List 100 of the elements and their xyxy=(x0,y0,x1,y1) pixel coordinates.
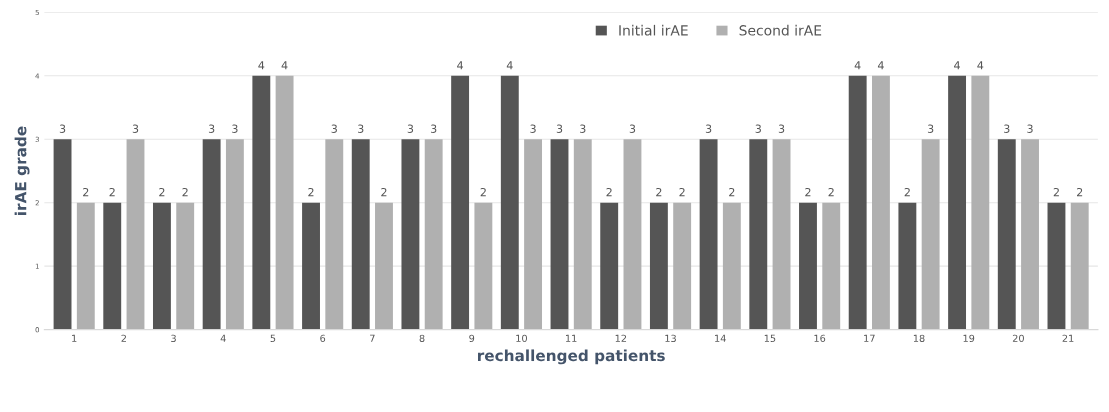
data-label: 3 xyxy=(927,124,934,133)
data-label: 2 xyxy=(656,187,662,197)
bar xyxy=(799,202,817,330)
data-label: 3 xyxy=(530,124,536,133)
x-tick-label: 4 xyxy=(220,334,226,342)
bar xyxy=(898,202,917,330)
x-tick-label: 8 xyxy=(419,334,425,342)
data-label: 4 xyxy=(506,61,513,70)
bar xyxy=(351,139,370,330)
data-label: 3 xyxy=(705,124,712,133)
data-label: 2 xyxy=(109,187,115,197)
x-tick-label: 9 xyxy=(469,334,475,342)
bar xyxy=(1021,139,1039,330)
data-label: 3 xyxy=(755,124,761,133)
bar xyxy=(176,202,195,330)
bar xyxy=(451,75,470,330)
x-tick-label: 10 xyxy=(516,334,527,342)
data-label: 4 xyxy=(258,61,265,70)
bar xyxy=(225,139,244,330)
x-tick-label: 14 xyxy=(715,334,726,342)
data-label: 3 xyxy=(407,124,414,133)
bar xyxy=(302,202,320,330)
data-label: 3 xyxy=(430,124,437,133)
bar xyxy=(921,139,940,330)
bar xyxy=(600,202,619,330)
x-tick-label: 13 xyxy=(665,334,676,342)
x-tick-label: 15 xyxy=(764,334,776,342)
x-tick-label: 6 xyxy=(320,334,326,342)
data-label: 4 xyxy=(977,61,984,70)
data-label: 2 xyxy=(805,187,811,197)
legend-label: Initial irAE xyxy=(619,24,688,36)
bar xyxy=(550,139,569,330)
data-label: 3 xyxy=(331,124,337,133)
data-label: 3 xyxy=(1004,124,1010,133)
data-label: 4 xyxy=(854,61,861,70)
data-label: 3 xyxy=(232,124,238,133)
data-label: 2 xyxy=(828,187,834,197)
data-label: 3 xyxy=(556,124,563,133)
data-label: 3 xyxy=(778,124,785,133)
bar xyxy=(1047,202,1066,330)
data-label: 3 xyxy=(132,124,139,133)
x-tick-label: 21 xyxy=(1062,334,1074,342)
x-tick-label: 3 xyxy=(171,334,176,342)
data-label: 4 xyxy=(877,61,884,70)
bar xyxy=(649,202,668,330)
data-label: 3 xyxy=(1027,124,1033,133)
x-tick-label: 5 xyxy=(270,334,276,342)
data-label: 3 xyxy=(358,124,364,133)
bar xyxy=(699,139,718,330)
x-axis-title: rechallenged patients xyxy=(478,349,665,365)
legend-label: Second irAE xyxy=(739,24,822,36)
data-label: 2 xyxy=(83,187,89,197)
bar xyxy=(722,202,741,330)
bar xyxy=(53,139,72,330)
bar xyxy=(822,202,841,330)
data-label: 2 xyxy=(159,187,165,197)
x-tick-label: 1 xyxy=(72,334,77,342)
data-label: 4 xyxy=(457,61,464,70)
x-tick-label: 18 xyxy=(913,334,925,342)
x-tick-label: 17 xyxy=(864,334,875,342)
bar xyxy=(673,202,692,330)
y-axis-title: irAE grade xyxy=(14,126,30,215)
data-label: 3 xyxy=(59,124,66,133)
data-label: 2 xyxy=(1077,187,1083,197)
x-tick-label: 11 xyxy=(566,334,577,342)
bar xyxy=(749,139,768,330)
data-label: 2 xyxy=(182,187,188,197)
data-label: 2 xyxy=(308,187,314,197)
data-label: 3 xyxy=(208,124,215,133)
x-tick-label: 16 xyxy=(814,334,826,342)
x-tick-label: 2 xyxy=(121,334,126,342)
x-tick-label: 7 xyxy=(370,334,375,342)
x-tick-label: 19 xyxy=(963,334,975,342)
x-tick-label: 20 xyxy=(1012,334,1024,342)
bar xyxy=(275,75,294,330)
bar xyxy=(500,75,519,330)
bar xyxy=(126,139,145,330)
data-label: 2 xyxy=(480,187,486,197)
bar xyxy=(375,202,393,330)
data-label: 2 xyxy=(904,187,910,197)
data-label: 3 xyxy=(580,124,586,133)
bar xyxy=(401,139,420,330)
data-label: 2 xyxy=(1053,187,1059,197)
bar xyxy=(252,75,271,330)
data-label: 2 xyxy=(381,187,387,197)
bar xyxy=(1070,202,1089,330)
bar xyxy=(202,139,221,330)
bar xyxy=(971,75,990,330)
bar xyxy=(623,139,642,330)
bar xyxy=(573,139,592,330)
data-label: 3 xyxy=(629,124,636,133)
bar xyxy=(76,202,95,330)
data-label: 4 xyxy=(281,61,288,70)
bar xyxy=(424,139,443,330)
bar xyxy=(848,75,867,330)
bar xyxy=(474,202,493,330)
bar xyxy=(524,139,543,330)
bar xyxy=(948,75,967,330)
data-label: 2 xyxy=(729,187,735,197)
data-label: 2 xyxy=(606,187,612,197)
